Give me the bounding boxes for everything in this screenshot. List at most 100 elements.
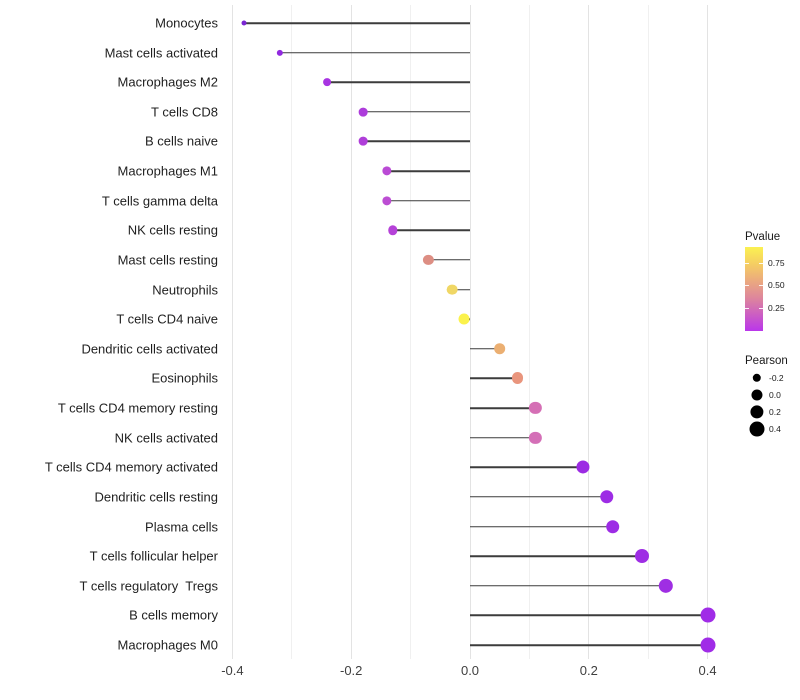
lollipop-dot: [358, 137, 368, 146]
lollipop-stem: [470, 377, 518, 380]
category-label: T cells CD4 memory resting: [57, 400, 218, 416]
pearson-size-label: 0.2: [769, 406, 781, 417]
gridline-major: [350, 5, 352, 659]
lollipop-stem: [279, 51, 470, 54]
lollipop-dot: [423, 254, 434, 266]
pearson-size-dot: [749, 421, 765, 437]
category-label: Macrophages M0: [117, 637, 218, 653]
category-label: Mast cells resting: [117, 252, 218, 268]
colorbar-tick: [759, 308, 763, 310]
lollipop-dot: [700, 607, 716, 623]
lollipop-dot: [323, 78, 332, 87]
x-axis-tick-label: 0.2: [579, 663, 598, 678]
lollipop-dot: [576, 460, 590, 474]
category-label: Macrophages M1: [117, 163, 218, 179]
lollipop-dot: [511, 372, 524, 385]
lollipop-dot: [529, 401, 542, 415]
pearson-size-label: 0.0: [769, 389, 781, 400]
category-label: B cells naive: [145, 133, 218, 149]
lollipop-stem: [470, 644, 708, 646]
lollipop-stem: [470, 466, 583, 469]
lollipop-stem: [363, 140, 470, 143]
lollipop-dot: [700, 637, 716, 653]
lollipop-stem: [470, 348, 500, 350]
pearson-size-dot: [750, 405, 764, 419]
lollipop-stem: [386, 170, 470, 172]
pearson-size-label: -0.2: [769, 372, 784, 383]
lollipop-stem: [428, 259, 470, 261]
gridline-minor: [291, 5, 293, 659]
gridline-minor: [647, 5, 649, 659]
pearson-legend-title: Pearson: [745, 355, 788, 367]
lollipop-stem: [470, 585, 667, 587]
colorbar-tick: [745, 285, 749, 287]
category-label: Eosinophils: [151, 370, 219, 386]
lollipop-dot: [388, 225, 398, 236]
x-axis-tick-label: -0.2: [339, 663, 363, 678]
colorbar-tick: [745, 262, 749, 264]
gridline-minor: [528, 5, 530, 659]
lollipop-dot: [382, 166, 392, 176]
lollipop-stem: [470, 555, 643, 557]
lollipop-dot: [493, 343, 506, 355]
category-label: Mast cells activated: [104, 45, 218, 61]
lollipop-dot: [599, 490, 614, 504]
lollipop-dot: [382, 196, 392, 206]
colorbar-tick: [745, 308, 749, 310]
category-label: NK cells resting: [127, 222, 218, 238]
lollipop-stem: [392, 229, 470, 232]
colorbar-tick-label: 0.50: [768, 280, 785, 291]
x-axis-tick-label: 0.0: [460, 663, 480, 678]
category-label: Monocytes: [155, 15, 218, 31]
category-label: Neutrophils: [152, 282, 218, 298]
gridline-major: [707, 5, 709, 659]
lollipop-dot: [446, 284, 458, 295]
gridline-major: [231, 5, 233, 659]
lollipop-stem: [327, 81, 470, 83]
lollipop-dot: [658, 578, 674, 593]
category-label: T cells regulatory Tregs: [79, 578, 218, 594]
lollipop-dot: [635, 549, 650, 564]
lollipop-dot: [241, 20, 247, 26]
category-label: Dendritic cells resting: [94, 489, 218, 505]
colorbar-tick-label: 0.25: [768, 302, 785, 313]
category-label: T cells CD4 naive: [116, 311, 218, 327]
gridline-minor: [410, 5, 412, 659]
pvalue-colorbar: [745, 247, 763, 331]
pearson-size-dot: [752, 373, 762, 383]
x-axis-tick-label: 0.4: [698, 663, 717, 678]
lollipop-stem: [452, 288, 470, 291]
gridline-major: [588, 5, 590, 659]
category-label: B cells memory: [129, 607, 218, 623]
lollipop-dot: [458, 313, 470, 325]
category-label: T cells CD4 memory activated: [44, 459, 218, 475]
category-label: T cells follicular helper: [89, 548, 218, 564]
x-axis-tick-label: -0.4: [221, 663, 244, 678]
lollipop-stem: [470, 496, 607, 498]
lollipop-dot: [605, 519, 620, 534]
gridline-major: [469, 5, 471, 659]
lollipop-stem: [470, 614, 708, 617]
pvalue-legend-title: Pvalue: [745, 231, 781, 243]
lollipop-stem: [363, 111, 470, 113]
lollipop-stem: [470, 407, 536, 409]
category-label: Plasma cells: [145, 519, 218, 535]
pearson-size-label: 0.4: [769, 423, 781, 434]
category-label: Dendritic cells activated: [81, 341, 218, 357]
category-label: T cells CD8: [151, 104, 218, 120]
lollipop-dot: [358, 107, 368, 117]
category-label: T cells gamma delta: [101, 193, 218, 209]
lollipop-dot: [529, 431, 542, 444]
lollipop-stem: [386, 199, 470, 202]
lollipop-stem: [470, 436, 536, 439]
colorbar-tick: [759, 285, 763, 287]
colorbar-tick: [759, 262, 763, 264]
pearson-size-dot: [751, 389, 763, 401]
lollipop-stem: [470, 525, 613, 528]
lollipop-stem: [244, 22, 470, 24]
lollipop-dot: [276, 49, 284, 56]
category-label: NK cells activated: [114, 430, 218, 446]
category-label: Macrophages M2: [117, 74, 218, 90]
colorbar-tick-label: 0.75: [768, 257, 785, 268]
